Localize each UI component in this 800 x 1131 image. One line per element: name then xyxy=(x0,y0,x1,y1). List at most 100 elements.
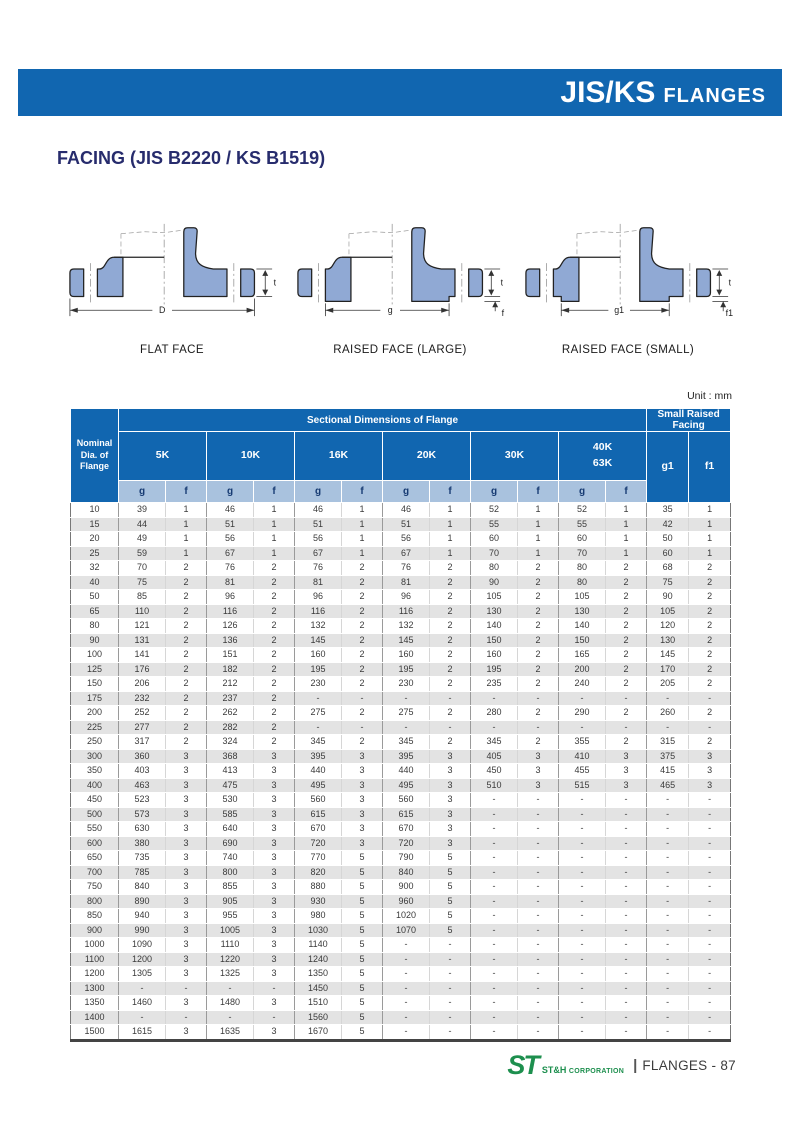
pressure-class-row: 5K 10K 16K 20K 30K 40K 63K g1 f1 xyxy=(71,431,732,503)
dimension-cell: 141 xyxy=(118,647,166,663)
dimension-cell: 670 xyxy=(294,821,342,837)
dimension-cell: 360 xyxy=(118,749,166,764)
dimension-cell: 76 xyxy=(382,560,430,576)
dimension-cell: 131 xyxy=(118,633,166,648)
dimension-cell: 2 xyxy=(165,647,207,663)
table-row: 225 277 2 282 2- - - - - - - - - - xyxy=(70,720,731,735)
dimension-cell: 440 xyxy=(382,763,430,779)
dimension-cell: 3 xyxy=(165,879,207,895)
dimension-cell: 55 xyxy=(470,517,518,532)
table-row: 250 317 2 324 2 345 2 345 2 345 2 355 2 315 2 xyxy=(70,734,731,750)
dimension-cell: - xyxy=(558,691,606,706)
dimension-cell: - xyxy=(558,1010,606,1025)
dimension-cell: - xyxy=(429,966,471,982)
dimension-cell: - xyxy=(294,691,342,706)
dimension-cell: 132 xyxy=(382,618,430,634)
dimension-cell: 2 xyxy=(253,734,295,750)
dimension-cell: - xyxy=(646,981,689,996)
dimension-cell: 81 xyxy=(294,575,342,590)
page-title: FACING (JIS B2220 / KS B1519) xyxy=(57,148,326,168)
dimension-cell: 140 xyxy=(558,618,606,634)
dimension-cell: - xyxy=(470,691,518,706)
dimension-cell: 855 xyxy=(206,879,254,895)
dimension-cell: 1220 xyxy=(206,952,254,967)
dimension-cell: 960 xyxy=(382,894,430,909)
dimension-cell: - xyxy=(688,821,731,837)
brand-title: JIS/KS FLANGES xyxy=(560,76,766,110)
dim-label-width: g xyxy=(388,305,393,315)
dimension-cell: 39 xyxy=(118,502,166,518)
dimension-cell: 121 xyxy=(118,618,166,634)
pressure-class-header: 40K 63K xyxy=(557,431,648,481)
dimension-cell: 2 xyxy=(517,604,559,619)
dimension-cell: 105 xyxy=(646,604,689,619)
dimension-cell: - xyxy=(382,720,430,735)
nominal-dia-cell: 1200 xyxy=(70,966,119,982)
dimension-cell: - xyxy=(604,1024,647,1041)
dimension-cell: 410 xyxy=(558,749,606,764)
pressure-class-header: 30K xyxy=(470,431,559,481)
dimension-cell: 1 xyxy=(517,517,559,532)
dimension-cell: - xyxy=(688,908,731,924)
dimension-cell: 5 xyxy=(341,850,383,866)
dimension-cell: 2 xyxy=(688,560,731,576)
dimension-cell: 1 xyxy=(604,531,647,547)
dimension-cell: - xyxy=(517,807,559,822)
dimension-cell: 3 xyxy=(165,763,207,779)
dimension-cell: 3 xyxy=(341,778,383,793)
dimension-cell: 275 xyxy=(382,705,430,721)
flange-section-drawing: g1 t f1 xyxy=(525,223,734,320)
dimension-cell: 1240 xyxy=(294,952,342,967)
dimension-cell: - xyxy=(517,850,559,866)
dimension-cell: 2 xyxy=(604,575,647,590)
dimension-cell: 2 xyxy=(429,734,471,750)
dimension-cell: 81 xyxy=(206,575,254,590)
dimension-cell: 735 xyxy=(118,850,166,866)
nominal-dia-cell: 1100 xyxy=(70,952,119,967)
flange-hub xyxy=(324,256,352,303)
table-row: 800 890 3 905 3 930 5 960 5- - - - - - xyxy=(70,894,731,909)
dimension-cell: 2 xyxy=(165,691,207,706)
dimension-cell: - xyxy=(517,879,559,895)
dimension-cell: 2 xyxy=(165,575,207,590)
dimension-cell: 60 xyxy=(558,531,606,547)
dimension-cell: 3 xyxy=(517,763,559,779)
dimension-cell: 515 xyxy=(558,778,606,793)
dimension-cell: 1 xyxy=(688,531,731,547)
dimension-cell: 1 xyxy=(341,502,383,518)
nominal-dia-cell: 750 xyxy=(70,879,119,895)
table-row: 80 121 2 126 2 132 2 132 2 140 2 140 2 120 2 xyxy=(70,618,731,634)
dimension-cell: 560 xyxy=(382,792,430,808)
dimension-cell: 880 xyxy=(294,879,342,895)
nominal-dia-cell: 100 xyxy=(70,647,119,663)
dimension-cell: - xyxy=(604,792,647,808)
gf-subheader: f xyxy=(165,480,207,503)
dimension-cell: 60 xyxy=(470,531,518,547)
pressure-class-header: 10K xyxy=(206,431,295,481)
dimension-cell: 2 xyxy=(165,705,207,721)
dimension-cell: 3 xyxy=(165,995,207,1011)
dimension-cell: - xyxy=(646,821,689,837)
dimension-cell: 3 xyxy=(341,807,383,822)
table-row: 450 523 3 530 3 560 3 560 3- - - - - - xyxy=(70,792,731,808)
dimension-cell: - xyxy=(646,937,689,953)
table-row: 300 360 3 368 3 395 3 395 3 405 3 410 3 375 3 xyxy=(70,749,731,764)
dimension-cell: 3 xyxy=(165,937,207,953)
dimension-cell: 2 xyxy=(341,604,383,619)
table-row: 1300- - - -1450 5- - - - - - - - xyxy=(70,981,731,996)
gf-subheader: f xyxy=(604,480,648,503)
nominal-dia-cell: 650 xyxy=(70,850,119,866)
dimension-cell: 785 xyxy=(118,865,166,880)
dimension-cell: 3 xyxy=(604,778,647,793)
flange-hub xyxy=(552,256,580,303)
dimension-cell: - xyxy=(470,792,518,808)
dimension-cell: 475 xyxy=(206,778,254,793)
dimension-cell: 5 xyxy=(341,1010,383,1025)
dimension-cell: 110 xyxy=(118,604,166,619)
dimension-cell: 403 xyxy=(118,763,166,779)
dimension-cell: 116 xyxy=(206,604,254,619)
dimension-cell: - xyxy=(558,1024,606,1041)
dimension-cell: 80 xyxy=(558,560,606,576)
nominal-dia-cell: 125 xyxy=(70,662,119,677)
dimension-cell: - xyxy=(646,1024,689,1041)
